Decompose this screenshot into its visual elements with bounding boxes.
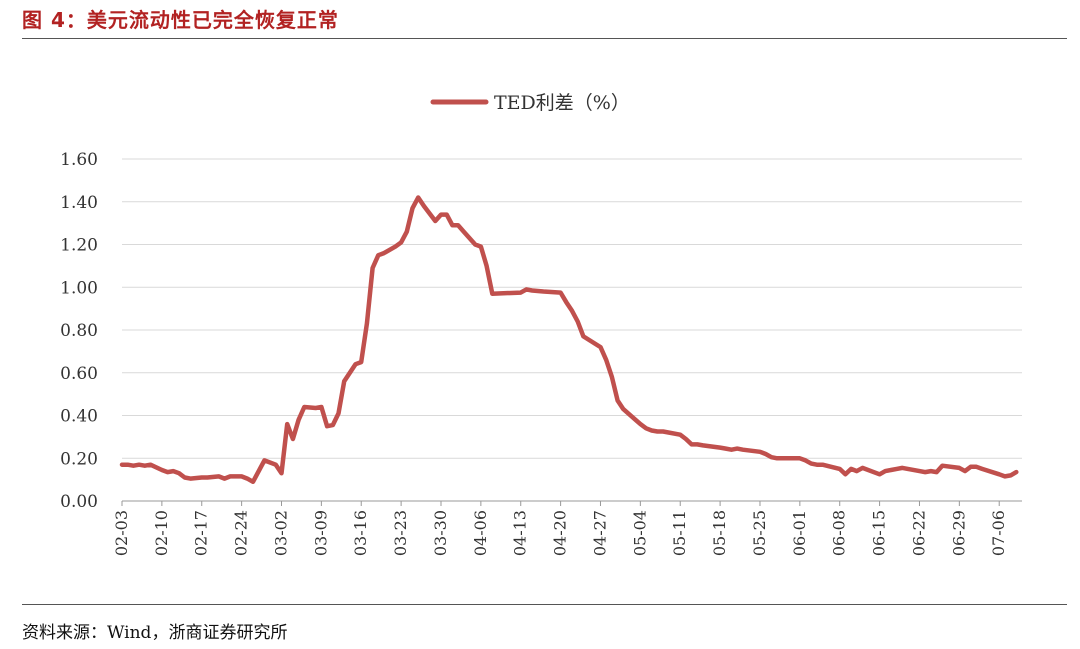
x-tick-label: 03-30 bbox=[431, 510, 450, 556]
y-tick-label: 0.20 bbox=[60, 449, 98, 469]
x-tick-label: 03-23 bbox=[391, 510, 410, 556]
gridlines bbox=[122, 158, 1022, 459]
y-tick-label: 0.00 bbox=[60, 492, 98, 512]
x-tick-label: 07-06 bbox=[989, 510, 1008, 556]
y-axis-ticks: 0.00 0.20 0.40 0.60 0.80 1.00 1.20 1.40 1.60 bbox=[60, 150, 98, 512]
figure-title: 图 4：美元流动性已完全恢复正常 bbox=[22, 8, 339, 32]
x-tick-label: 05-25 bbox=[750, 510, 769, 556]
title-divider bbox=[22, 38, 1067, 39]
x-tick-label: 02-24 bbox=[232, 510, 251, 556]
x-tick-label: 04-13 bbox=[511, 510, 530, 556]
y-tick-label: 0.80 bbox=[60, 321, 98, 341]
x-tick-label: 06-01 bbox=[790, 510, 809, 556]
x-tick-label: 05-11 bbox=[670, 510, 689, 556]
y-tick-label: 1.20 bbox=[60, 236, 98, 256]
x-tick-label: 04-06 bbox=[471, 510, 490, 556]
y-tick-label: 1.40 bbox=[60, 193, 98, 213]
x-axis-ticks: 02-03 02-10 02-17 02-24 03-02 03-09 03-16 03-23… bbox=[112, 501, 1008, 556]
y-tick-label: 0.60 bbox=[60, 364, 98, 384]
series-line-ted-spread bbox=[119, 195, 1019, 485]
y-tick-label: 0.40 bbox=[60, 407, 98, 427]
x-tick-label: 03-09 bbox=[311, 510, 330, 556]
x-tick-label: 06-15 bbox=[870, 510, 889, 556]
x-tick-label: 02-03 bbox=[112, 510, 131, 556]
y-tick-label: 1.60 bbox=[60, 150, 98, 170]
x-tick-label: 04-20 bbox=[551, 510, 570, 556]
x-tick-label: 06-08 bbox=[830, 510, 849, 556]
x-tick-label: 05-04 bbox=[630, 510, 649, 556]
x-tick-label: 05-18 bbox=[710, 510, 729, 556]
chart: 0.00 0.20 0.40 0.60 0.80 1.00 1.20 1.40 1.60 02-… bbox=[60, 92, 1022, 556]
x-tick-label: 03-16 bbox=[351, 510, 370, 556]
x-tick-label: 04-27 bbox=[590, 510, 609, 556]
source-divider bbox=[22, 604, 1067, 605]
x-tick-label: 02-10 bbox=[152, 510, 171, 556]
legend-label: TED利差（%） bbox=[494, 92, 630, 114]
y-tick-label: 1.00 bbox=[60, 278, 98, 298]
x-tick-label: 02-17 bbox=[192, 510, 211, 556]
x-tick-label: 06-29 bbox=[949, 510, 968, 556]
x-tick-label: 06-22 bbox=[909, 510, 928, 556]
legend: TED利差（%） bbox=[430, 92, 630, 114]
x-tick-label: 03-02 bbox=[271, 510, 290, 556]
source-note: 资料来源：Wind，浙商证券研究所 bbox=[22, 623, 288, 643]
